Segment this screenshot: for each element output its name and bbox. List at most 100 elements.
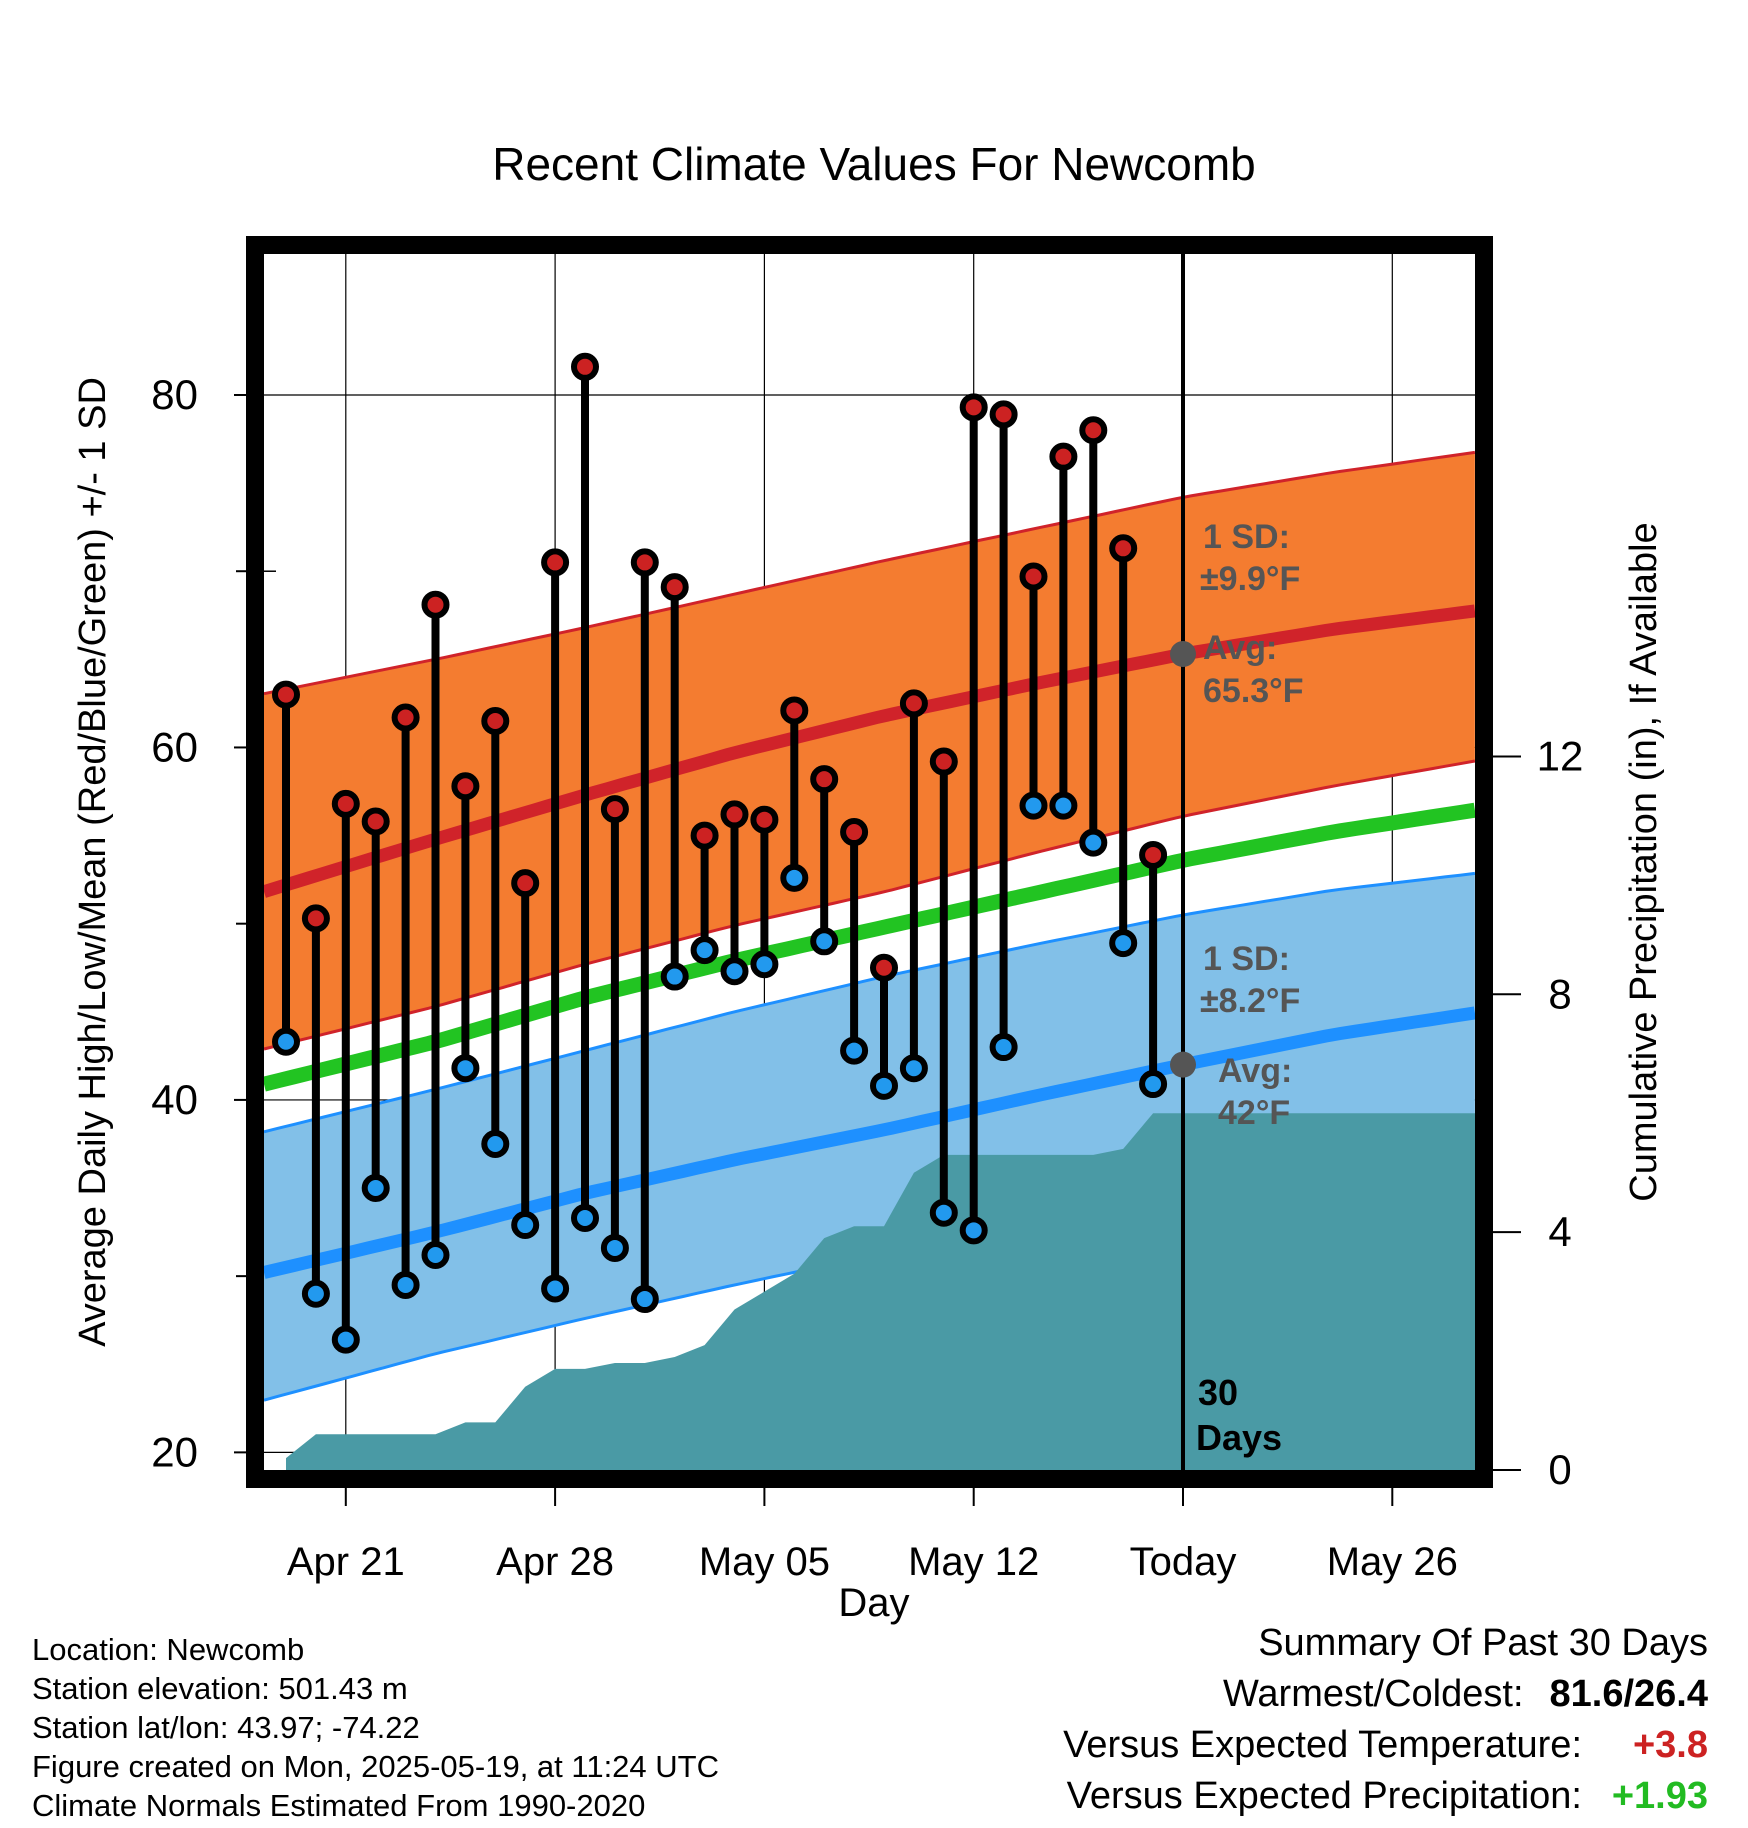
y-tick-label: 40 — [151, 1076, 198, 1123]
daily-low-point — [481, 1129, 510, 1158]
daily-low-point — [810, 927, 839, 956]
x-tick-label: May 05 — [699, 1540, 830, 1584]
daily-high-point — [989, 400, 1018, 429]
station-info: Location: Newcomb Station elevation: 501… — [32, 1630, 719, 1825]
summary-title: Summary Of Past 30 Days — [948, 1622, 1708, 1673]
temp-label: Versus Expected Temperature: — [1063, 1724, 1582, 1766]
daily-low-point — [929, 1198, 958, 1227]
y2-tick-label: 0 — [1548, 1446, 1571, 1493]
y-axis-label: Average Daily High/Low/Mean (Red/Blue/Gr… — [72, 377, 114, 1347]
daily-low-point — [361, 1174, 390, 1203]
temp-value: +3.8 — [1632, 1724, 1708, 1766]
daily-low-point — [301, 1279, 330, 1308]
summary-title-text: Summary Of Past 30 Days — [1258, 1622, 1708, 1664]
daily-low-point — [451, 1054, 480, 1083]
summary-temp-row: Versus Expected Temperature: +3.8 — [948, 1724, 1708, 1775]
daily-high-point — [1139, 840, 1168, 869]
daily-low-point — [1079, 828, 1108, 857]
today-days-number: 30 — [1198, 1372, 1238, 1413]
daily-high-point — [630, 548, 659, 577]
daily-high-point — [1109, 534, 1138, 563]
low-sd-label: 1 SD: — [1203, 940, 1290, 978]
high-avg-today-dot — [1170, 641, 1196, 668]
daily-low-point — [840, 1036, 869, 1065]
daily-low-point — [660, 962, 689, 991]
high-upper-edge — [263, 450, 1476, 696]
daily-low-point — [391, 1270, 420, 1299]
x-tick-label: May 26 — [1327, 1540, 1458, 1584]
daily-low-point — [600, 1233, 629, 1262]
summary-warmest-row: Warmest/Coldest: 81.6/26.4 — [948, 1673, 1708, 1724]
daily-high-point — [301, 904, 330, 933]
daily-high-point — [331, 789, 360, 818]
daily-low-point — [720, 957, 749, 986]
daily-high-point — [720, 800, 749, 829]
daily-low-point — [1049, 791, 1078, 820]
daily-low-point — [899, 1054, 928, 1083]
daily-high-point — [1019, 562, 1048, 591]
daily-high-point — [750, 805, 779, 834]
daily-high-point — [899, 689, 928, 718]
daily-high-point — [1079, 416, 1108, 445]
daily-high-point — [571, 352, 599, 381]
daily-high-point — [870, 953, 898, 982]
daily-low-point — [511, 1211, 540, 1240]
summary-panel: Summary Of Past 30 Days Warmest/Coldest:… — [948, 1622, 1708, 1826]
y2-axis-label: Cumulative Precipitation (in), If Availa… — [1623, 522, 1665, 1201]
daily-low-point — [541, 1274, 570, 1303]
y2-tick-label: 4 — [1548, 1208, 1571, 1255]
x-tick-label: May 12 — [908, 1540, 1039, 1584]
plot-frame — [246, 236, 1493, 1488]
elevation-text: Station elevation: 501.43 m — [32, 1671, 408, 1706]
x-tick-label: Apr 21 — [287, 1540, 405, 1584]
daily-high-point — [481, 707, 510, 736]
warmest-value: 81.6/26.4 — [1549, 1673, 1708, 1715]
daily-high-point — [451, 772, 480, 801]
daily-high-point — [272, 680, 300, 709]
low-sd-value: ±8.2°F — [1200, 982, 1300, 1020]
daily-low-point — [750, 950, 779, 979]
high-sd-label: 1 SD: — [1203, 518, 1290, 556]
warmest-label: Warmest/Coldest: — [1222, 1673, 1524, 1715]
daily-high-point — [391, 703, 420, 732]
latlon-text: Station lat/lon: 43.97; -74.22 — [32, 1710, 420, 1745]
daily-low-point — [421, 1240, 450, 1269]
daily-low-point — [1139, 1070, 1168, 1099]
daily-high-point — [929, 747, 958, 776]
chart-title: Recent Climate Values For Newcomb — [492, 138, 1256, 190]
x-axis-label: Day — [838, 1581, 909, 1625]
high-avg-value: 65.3°F — [1203, 672, 1304, 710]
low-avg-today-dot — [1170, 1051, 1196, 1078]
climate-chart: Recent Climate Values For Newcomb 1 SD: ±… — [72, 138, 1665, 1625]
y-tick-label: 20 — [151, 1428, 198, 1475]
y2-tick-label: 8 — [1548, 970, 1571, 1017]
high-sd-band — [264, 452, 1475, 1049]
daily-low-point — [870, 1071, 898, 1100]
daily-low-point — [989, 1033, 1018, 1062]
high-sd-value: ±9.9°F — [1200, 560, 1300, 598]
y-tick-label: 60 — [151, 723, 198, 770]
daily-high-point — [541, 548, 570, 577]
daily-high-point — [690, 821, 719, 850]
plot-area: 1 SD: ±9.9°F Avg: 65.3°F 1 SD: ±8.2°F Avg: 42°F… — [151, 236, 1584, 1584]
low-avg-line — [262, 1006, 1476, 1279]
daily-low-point — [630, 1285, 659, 1314]
precip-area — [286, 1113, 1475, 1470]
daily-low-point — [272, 1027, 300, 1056]
low-avg-label: Avg: — [1218, 1052, 1292, 1090]
y-tick-label: 80 — [151, 371, 198, 418]
y2-tick-label: 12 — [1537, 732, 1584, 779]
daily-high-point — [840, 818, 869, 847]
created-text: Figure created on Mon, 2025-05-19, at 11… — [32, 1749, 719, 1784]
daily-low-point — [690, 936, 719, 965]
today-days-label: Days — [1196, 1417, 1282, 1458]
daily-high-point — [361, 807, 390, 836]
normals-text: Climate Normals Estimated From 1990-2020 — [32, 1788, 646, 1823]
precip-label: Versus Expected Precipitation: — [1066, 1775, 1582, 1817]
daily-high-point — [660, 573, 689, 602]
daily-low-point — [1019, 791, 1048, 820]
daily-low-point — [331, 1325, 360, 1354]
high-avg-label: Avg: — [1203, 629, 1277, 667]
location-text: Location: Newcomb — [32, 1632, 305, 1667]
daily-high-point — [511, 869, 540, 898]
